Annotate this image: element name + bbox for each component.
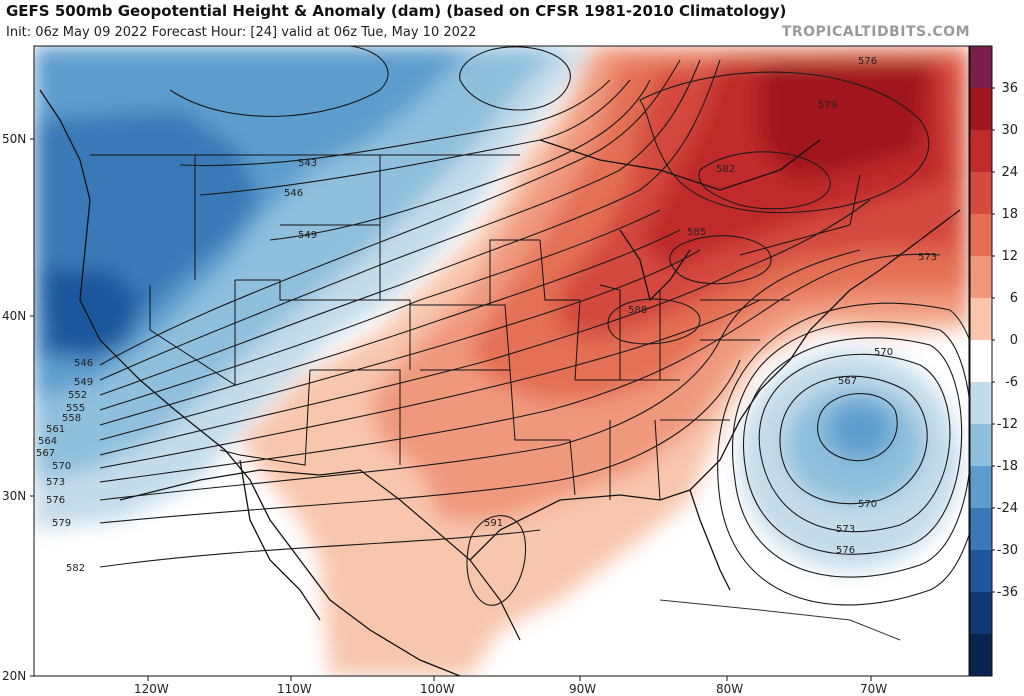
lon-label: 100W [420, 682, 455, 696]
colorbar-label: -18 [997, 459, 1018, 474]
colorbar-swatch [970, 634, 992, 677]
contour-label: 570 [52, 461, 71, 472]
contour-label: 582 [716, 164, 735, 175]
colorbar-swatch [970, 88, 992, 131]
colorbar-label: 24 [1001, 165, 1018, 180]
lon-label: 70W [860, 682, 887, 696]
contour-label: 552 [68, 390, 87, 401]
longitude-axis [147, 676, 872, 681]
contour-label: 543 [298, 158, 317, 169]
coastlines [39, 89, 961, 676]
colorbar-label: -30 [997, 543, 1018, 558]
colorbar-swatch [970, 508, 992, 551]
contour-label: 585 [687, 227, 706, 238]
contour-label: 573 [46, 477, 65, 488]
map-subtitle: Init: 06z May 09 2022 Forecast Hour: [24… [6, 25, 477, 40]
contour-label: 549 [74, 377, 93, 388]
colorbar [969, 45, 993, 677]
site-credit: TROPICALTIDBITS.COM [781, 24, 970, 40]
colorbar-swatch [970, 424, 992, 467]
colorbar-swatch [970, 298, 992, 341]
contour-label: 573 [918, 252, 937, 263]
contour-label: 546 [74, 358, 93, 369]
contour-label: 546 [284, 188, 303, 199]
colorbar-label: 30 [1001, 123, 1018, 138]
colorbar-label: -36 [997, 585, 1018, 600]
contour-labels: 543 546 549 546 549 552 555 558 561 564 … [36, 56, 937, 574]
contour-label: 570 [858, 499, 877, 510]
colorbar-swatch [970, 130, 992, 173]
contour-label: 588 [628, 305, 647, 316]
colorbar-label: 0 [1010, 333, 1018, 348]
colorbar-label: -6 [1005, 375, 1018, 390]
colorbar-label: 6 [1010, 291, 1018, 306]
contour-label: 555 [66, 403, 85, 414]
lon-label: 120W [134, 682, 169, 696]
latitude-axis [30, 138, 34, 677]
contour-label: 570 [874, 347, 893, 358]
contour-label: 591 [484, 518, 503, 529]
map-frame [33, 45, 970, 677]
contour-label: 549 [298, 230, 317, 241]
lon-label: 80W [716, 682, 743, 696]
colorbar-swatch [970, 256, 992, 299]
colorbar-swatch [970, 466, 992, 509]
colorbar-swatch [970, 214, 992, 257]
colorbar-label: 12 [1001, 249, 1018, 264]
colorbar-swatch [970, 592, 992, 635]
colorbar-swatch [970, 340, 992, 383]
contour-label: 561 [46, 424, 65, 435]
height-contours [99, 46, 969, 606]
lat-label: 20N [2, 669, 26, 683]
contour-label: 576 [46, 495, 65, 506]
colorbar-swatch [970, 382, 992, 425]
colorbar-swatch [970, 172, 992, 215]
colorbar-swatch [970, 550, 992, 593]
contour-label: 567 [36, 448, 55, 459]
lon-label: 110W [277, 682, 312, 696]
colorbar-labels: 36 30 24 18 12 6 0 -6 -12 -18 -24 -30 -36 [992, 81, 1018, 600]
contour-label: 576 [836, 545, 855, 556]
contour-label: 582 [66, 563, 85, 574]
contour-label: 573 [836, 524, 855, 535]
contour-label: 558 [62, 413, 81, 424]
contour-label: 579 [52, 518, 71, 529]
colorbar-frame [969, 45, 993, 677]
lat-label: 50N [2, 132, 26, 146]
lat-label: 40N [2, 309, 26, 323]
colorbar-swatch [970, 46, 992, 89]
colorbar-label: -24 [997, 501, 1018, 516]
map-title: GEFS 500mb Geopotential Height & Anomaly… [6, 2, 787, 20]
contour-label: 564 [38, 436, 57, 447]
lon-label: 90W [569, 682, 596, 696]
colorbar-label: 18 [1001, 207, 1018, 222]
lat-label: 30N [2, 489, 26, 503]
map-area: 543 546 549 546 549 552 555 558 561 564 … [34, 46, 969, 676]
colorbar-label: 36 [1001, 81, 1018, 96]
colorbar-label: -12 [997, 417, 1018, 432]
contour-label: 567 [838, 376, 857, 387]
contour-label: 576 [858, 56, 877, 67]
contour-label: 579 [818, 100, 837, 111]
